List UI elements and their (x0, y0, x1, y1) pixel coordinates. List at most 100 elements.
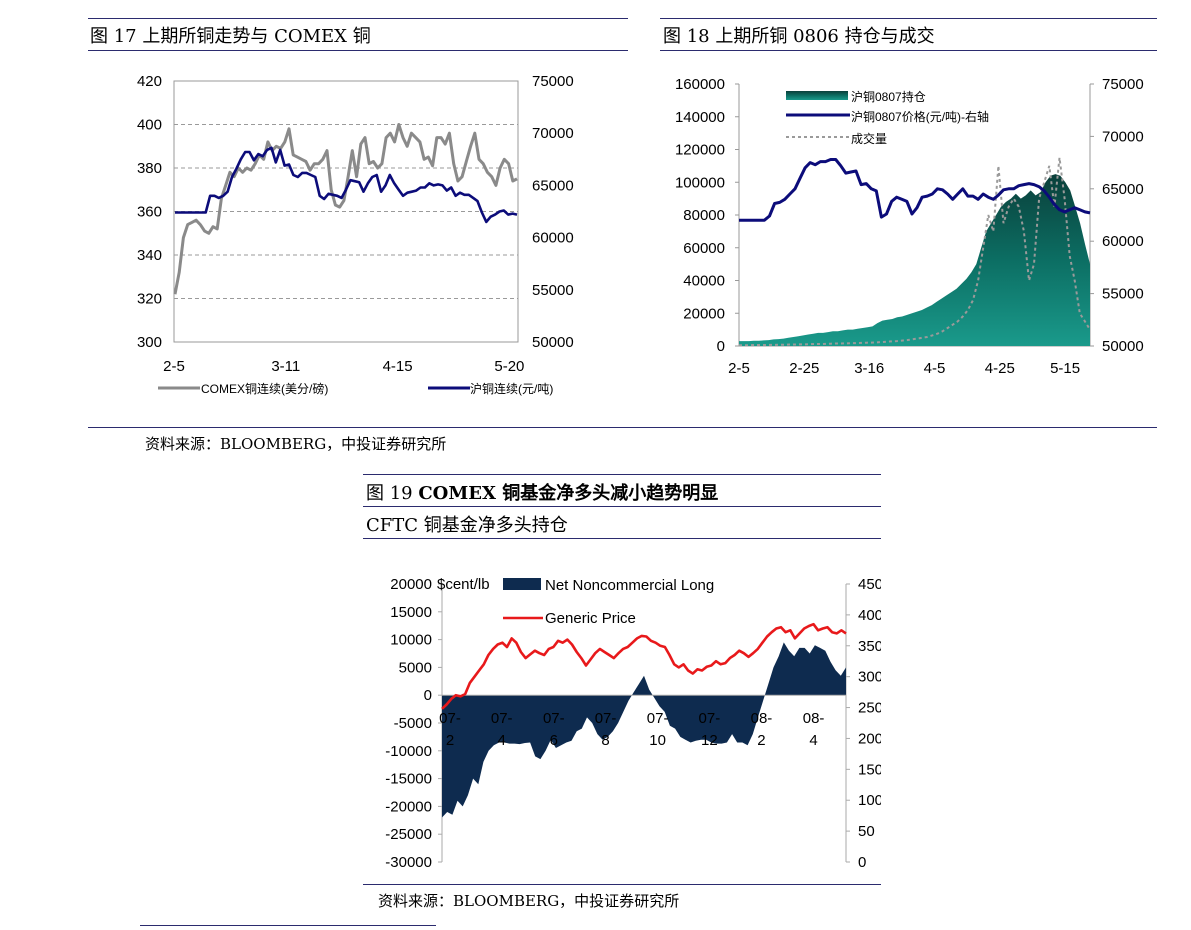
x-axis-tick-label: 3-16 (854, 360, 884, 377)
fig19-top-rule (363, 474, 881, 475)
x-axis-tick-label: 2-5 (163, 358, 185, 375)
right-axis-tick-label: 350 (858, 638, 881, 655)
left-axis-tick-label: 360 (137, 204, 162, 221)
x-axis-tick-label-month: 8 (601, 732, 609, 749)
left-axis-tick-label: -10000 (385, 743, 432, 760)
left-axis-tick-label: 0 (424, 687, 432, 704)
right-axis-tick-label: 60000 (532, 230, 574, 247)
left-axis-tick-label: -25000 (385, 826, 432, 843)
x-axis-tick-label: 3-11 (271, 358, 300, 375)
right-axis-tick-label: 75000 (532, 73, 574, 90)
left-axis-tick-label: 340 (137, 247, 162, 264)
fig19-caption-title: COMEX 铜基金净多头减小趋势明显 (418, 483, 719, 504)
x-axis-tick-label-month: 10 (649, 732, 666, 749)
x-axis-tick-label-month: 4 (498, 732, 506, 749)
left-axis-tick-label: 10000 (390, 632, 432, 649)
right-axis-tick-label: 150 (858, 761, 881, 778)
series-line-comex (173, 123, 518, 295)
left-axis-tick-label: 5000 (399, 659, 432, 676)
left-axis-unit-label: $cent/lb (437, 576, 490, 593)
fig17-top-rule (88, 18, 628, 19)
fig19-subtitle: CFTC 铜基金净多头持仓 (366, 515, 568, 536)
fig17-caption: 图 17 上期所铜走势与 COMEX 铜 (90, 26, 371, 47)
right-axis-tick-label: 0 (858, 854, 866, 871)
x-axis-tick-label-month: 2 (446, 732, 454, 749)
x-axis-tick-label: 5-15 (1050, 360, 1080, 377)
right-axis-tick-label: 75000 (1102, 76, 1144, 93)
left-axis-tick-label: 320 (137, 291, 162, 308)
right-axis-tick-label: 250 (858, 700, 881, 717)
left-axis-tick-label: 0 (717, 338, 725, 355)
legend-label-generic-price: Generic Price (545, 610, 636, 627)
fig19-caption-rule (363, 506, 881, 507)
x-axis-tick-label: 5-20 (494, 358, 524, 375)
left-axis-tick-label: 160000 (675, 76, 725, 93)
fig19-caption: 图 19 COMEX 铜基金净多头减小趋势明显 (366, 479, 718, 505)
fig17-caption-rule (88, 50, 628, 51)
x-axis-tick-label: 2-5 (728, 360, 750, 377)
fig19-bottom-rule (363, 884, 881, 885)
x-axis-tick-label-year: 07- (491, 710, 513, 727)
right-axis-tick-label: 50 (858, 823, 875, 840)
legend-label-net-long: Net Noncommercial Long (545, 577, 714, 594)
legend-label-price: 沪铜0807价格(元/吨)-右轴 (851, 109, 989, 124)
legend-label-open-interest: 沪铜0807持仓 (851, 89, 926, 104)
series-line-shfe (175, 146, 518, 224)
fig17-source-note: 资料来源：BLOOMBERG，中投证券研究所 (145, 435, 447, 453)
left-axis-tick-label: 20000 (683, 305, 725, 322)
left-axis-tick-label: 40000 (683, 273, 725, 290)
fig19-source-note: 资料来源：BLOOMBERG，中投证券研究所 (378, 892, 680, 910)
left-axis-tick-label: 100000 (675, 174, 725, 191)
legend-swatch-open-interest (786, 91, 848, 100)
right-axis-tick-label: 65000 (532, 177, 574, 194)
x-axis-tick-label-year: 07- (647, 710, 669, 727)
left-axis-tick-label: 20000 (390, 576, 432, 593)
series-area-net-long (442, 642, 846, 818)
x-axis-tick-label-month: 12 (701, 732, 718, 749)
left-axis-tick-label: 420 (137, 73, 162, 90)
x-axis-tick-label-year: 08- (803, 710, 825, 727)
right-axis-tick-label: 100 (858, 792, 881, 809)
right-axis-tick-label: 55000 (1102, 286, 1144, 303)
x-axis-tick-label-month: 4 (809, 732, 817, 749)
series-area-open-interest (739, 174, 1090, 346)
left-axis-tick-label: -5000 (394, 715, 432, 732)
right-axis-tick-label: 65000 (1102, 181, 1144, 198)
fig18-caption: 图 18 上期所铜 0806 持仓与成交 (663, 26, 935, 47)
x-axis-tick-label-month: 6 (550, 732, 558, 749)
left-axis-tick-label: -20000 (385, 798, 432, 815)
left-axis-tick-label: 80000 (683, 207, 725, 224)
x-axis-tick-label: 4-5 (924, 360, 946, 377)
right-axis-tick-label: 200 (858, 730, 881, 747)
right-axis-tick-label: 400 (858, 607, 881, 624)
fig18-caption-rule (660, 50, 1157, 51)
fig19-subtitle-rule (363, 538, 881, 539)
right-axis-tick-label: 70000 (1102, 128, 1144, 145)
x-axis-tick-label: 4-25 (985, 360, 1015, 377)
right-axis-tick-label: 70000 (532, 125, 574, 142)
x-axis-tick-label-year: 07- (595, 710, 617, 727)
left-axis-tick-label: 120000 (675, 142, 725, 159)
right-axis-tick-label: 50000 (532, 334, 574, 351)
upper-bottom-rule (88, 427, 1157, 428)
left-axis-tick-label: 380 (137, 160, 162, 177)
legend-swatch-net-long (503, 578, 541, 590)
x-axis-tick-label-year: 07- (439, 710, 461, 727)
right-axis-tick-label: 50000 (1102, 338, 1144, 355)
x-axis-tick-label: 4-15 (383, 358, 413, 375)
x-axis-tick-label: 2-25 (789, 360, 819, 377)
right-axis-tick-label: 450 (858, 576, 881, 593)
x-axis-tick-label-year: 07- (699, 710, 721, 727)
series-line-volume (739, 157, 1091, 347)
page-footer-rule (140, 925, 436, 926)
legend-label-shfe: 沪铜连续(元/吨) (470, 381, 553, 396)
left-axis-tick-label: 15000 (390, 604, 432, 621)
legend-label-volume: 成交量 (851, 131, 887, 146)
right-axis-tick-label: 300 (858, 669, 881, 686)
legend-label-comex: COMEX铜连续(美分/磅) (201, 381, 328, 396)
left-axis-tick-label: -15000 (385, 771, 432, 788)
x-axis-tick-label-month: 2 (757, 732, 765, 749)
fig18-chart: 0 20000 40000 60000 80000 100000 120000 140000 1… (675, 76, 1144, 377)
fig19-chart: -30000-25000-20000-15000-10000-500005000… (385, 576, 881, 871)
fig17-chart: 300 320 340 360 380 400 420 50000 55000 60000 6500… (137, 73, 574, 396)
